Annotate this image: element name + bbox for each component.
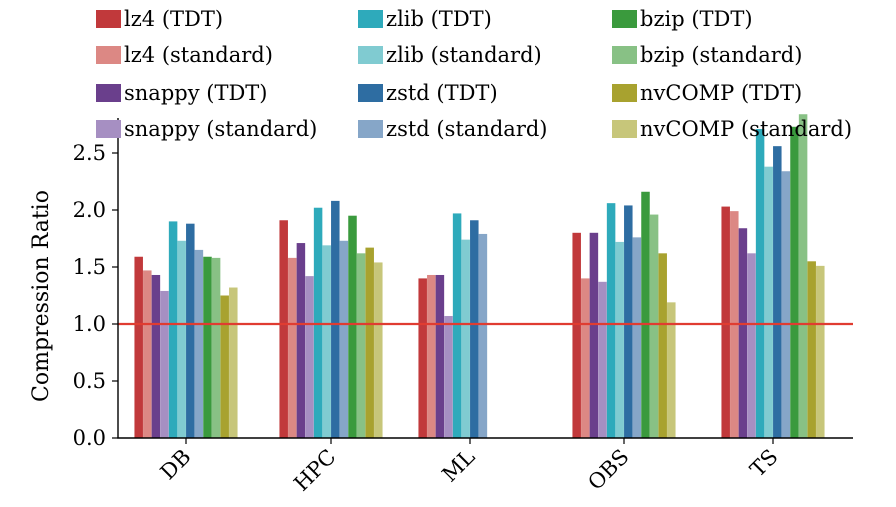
x-tick-label-obs: OBS [583,445,633,495]
legend-label: lz4 (TDT) [124,7,223,31]
bar-db-snappy-tdt [151,274,161,438]
legend-swatch [358,120,383,138]
legend-label: zlib (TDT) [386,7,492,31]
bar-ml-snappy-standard [444,316,453,438]
bar-ts-bzip-tdt [790,126,799,438]
bar-hpc-zstd-standard [339,240,349,438]
bar-hpc-lz4-standard [288,257,297,438]
bar-ts-zstd-tdt [773,146,782,438]
bar-obs-zstd-tdt [624,205,633,438]
bar-obs-bzip-standard [649,214,659,438]
bar-hpc-zlib-tdt [313,207,323,438]
legend-label: zlib (standard) [386,43,542,67]
bar-ts-nvcomp-standard [816,265,825,438]
bar-obs-nvcomp-tdt [658,253,667,438]
y-tick-label: 1.0 [73,312,106,336]
bar-ml-zstd-tdt [470,220,479,438]
bar-db-lz4-tdt [134,256,143,438]
bar-ts-snappy-standard [747,253,756,438]
x-tick-label-db: DB [156,445,196,485]
bar-obs-lz4-tdt [572,232,581,438]
y-axis: 0.0 0.5 1.0 1.5 2.0 2.5 [73,118,119,450]
bar-hpc-zlib-standard [322,245,331,438]
legend-swatch [612,120,637,138]
x-tick-label-ts: TS [745,445,782,482]
bar-ts-zlib-standard [764,166,773,438]
legend-label: bzip (standard) [640,43,802,67]
bar-obs-zstd-standard [632,237,642,438]
legend-label: snappy (standard) [124,117,317,141]
bar-obs-snappy-standard [598,281,607,438]
legend-swatch [96,46,121,64]
y-tick-label: 0.5 [73,369,106,393]
legend-swatch [612,10,637,28]
bar-ml-zlib-tdt [452,213,462,438]
bar-db-bzip-standard [211,257,221,438]
bar-obs-lz4-standard [581,278,590,438]
legend-label: zstd (TDT) [386,81,498,105]
bar-obs-nvcomp-standard [667,302,676,438]
bar-ml-lz4-tdt [418,278,427,438]
bar-hpc-snappy-standard [305,276,314,438]
bar-db-zstd-tdt [186,223,195,438]
y-tick-label: 2.0 [73,198,106,222]
y-axis-label: Compression Ratio [29,190,54,402]
y-tick-label: 1.5 [73,255,106,279]
bar-db-snappy-standard [160,290,169,438]
bar-obs-bzip-tdt [641,191,650,438]
legend-swatch [612,46,637,64]
bar-obs-snappy-tdt [589,232,599,438]
bar-hpc-bzip-tdt [348,215,357,438]
bar-db-nvcomp-standard [229,287,238,438]
bar-db-zlib-standard [177,240,186,438]
bar-ml-zstd-standard [478,233,488,438]
legend-swatch [358,10,383,28]
bar-ts-nvcomp-tdt [807,261,816,438]
bar-hpc-lz4-tdt [279,220,288,438]
bar-db-lz4-standard [143,270,152,438]
legend-swatch [358,84,383,102]
x-tick-label-ml: ML [437,445,479,487]
legend-label: snappy (TDT) [124,81,267,105]
bar-ts-bzip-standard [798,114,808,439]
bar-hpc-snappy-tdt [296,243,306,438]
legend-label: nvCOMP (standard) [640,117,852,141]
legend-swatch [358,46,383,64]
bar-ts-zlib-tdt [755,129,765,438]
legend-swatch [96,84,121,102]
bars-group [118,114,853,439]
bar-ml-snappy-tdt [435,274,445,438]
legend-label: zstd (standard) [386,117,548,141]
bar-db-nvcomp-tdt [220,295,229,438]
bar-hpc-bzip-standard [356,253,366,438]
bar-obs-zlib-standard [615,241,624,438]
y-tick-label: 0.0 [73,426,106,450]
bar-db-bzip-tdt [203,256,212,438]
legend-swatch [96,10,121,28]
legend-swatch [612,84,637,102]
bar-ts-zstd-standard [781,171,791,439]
legend-swatch [96,120,121,138]
bar-db-zstd-standard [194,249,204,438]
y-tick-label: 2.5 [73,141,106,165]
legend-label: bzip (TDT) [640,7,753,31]
x-tick-label-hpc: HPC [289,445,340,496]
bar-hpc-nvcomp-standard [374,262,383,438]
x-axis: DB HPC ML OBS TS [117,437,853,496]
legend: lz4 (TDT) lz4 (standard) snappy (TDT) snapp… [96,7,852,141]
legend-label: lz4 (standard) [124,43,273,67]
bar-ml-lz4-standard [427,274,436,438]
bar-db-zlib-tdt [168,221,178,438]
bar-hpc-nvcomp-tdt [365,247,374,438]
bar-ml-zlib-standard [461,239,470,438]
bar-hpc-zstd-tdt [331,200,340,438]
bar-obs-zlib-tdt [606,203,616,438]
legend-label: nvCOMP (TDT) [640,81,802,105]
bar-ts-lz4-tdt [721,206,730,438]
bar-ts-snappy-tdt [738,228,748,438]
